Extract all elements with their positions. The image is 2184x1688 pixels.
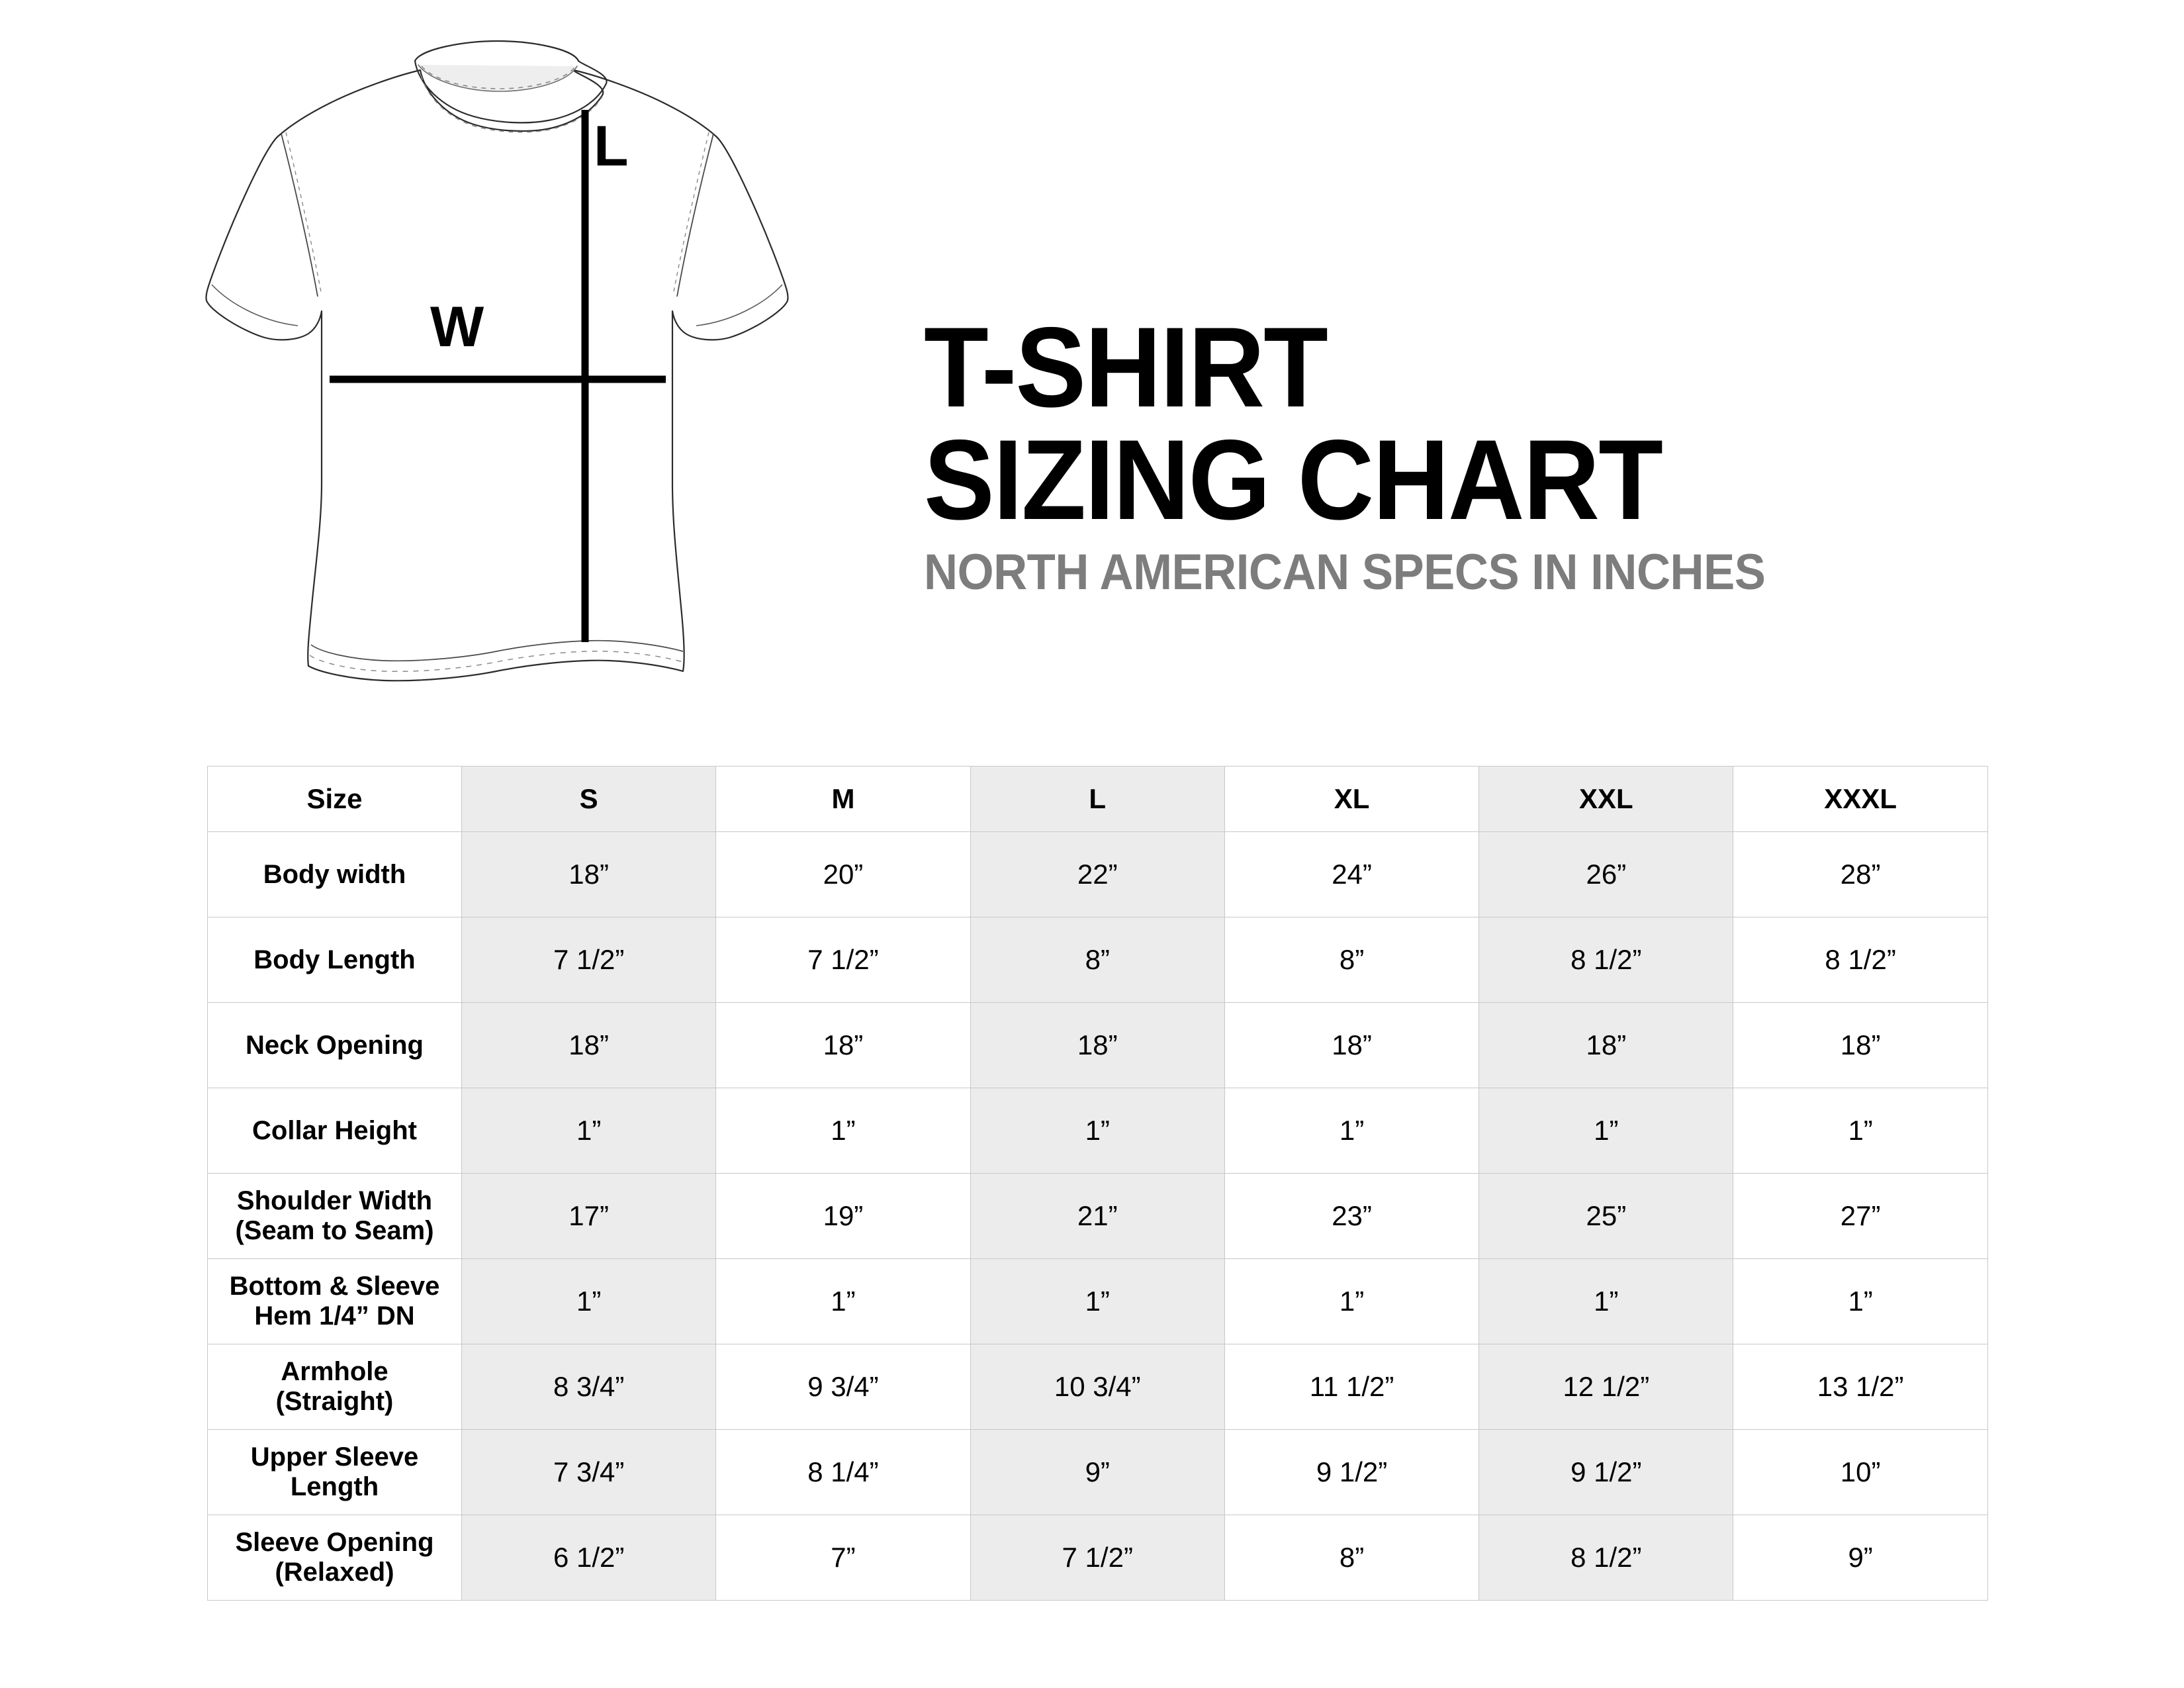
cell-m-r5: 1”: [715, 1258, 971, 1344]
length-label: L: [594, 115, 629, 178]
row-label: Body width: [207, 831, 462, 917]
cell-s-r7: 7 3/4”: [461, 1429, 717, 1515]
sizing-table: Size S M L XL XXL XXXL Body width 18” 20” 22” 24” 26…: [207, 766, 1988, 1601]
table-header-row: Size S M L XL XXL XXXL: [207, 766, 1988, 832]
cell-xl-r5: 1”: [1224, 1258, 1480, 1344]
column-header-xl: XL: [1224, 766, 1480, 832]
row-label: Armhole (Straight): [207, 1344, 462, 1430]
cell-xl-r0: 24”: [1224, 831, 1480, 917]
row-label: Collar Height: [207, 1088, 462, 1174]
title-block: T-SHIRT SIZING CHART NORTH AMERICAN SPEC…: [924, 304, 2049, 600]
cell-l-r4: 21”: [970, 1173, 1225, 1259]
cell-xl-r7: 9 1/2”: [1224, 1429, 1480, 1515]
cell-l-r6: 10 3/4”: [970, 1344, 1225, 1430]
cell-s-r6: 8 3/4”: [461, 1344, 717, 1430]
cell-xl-r3: 1”: [1224, 1088, 1480, 1174]
cell-l-r0: 22”: [970, 831, 1225, 917]
cell-xxxl-r5: 1”: [1733, 1258, 1988, 1344]
cell-xxl-r0: 26”: [1479, 831, 1734, 917]
cell-xl-r2: 18”: [1224, 1002, 1480, 1088]
table-row: Shoulder Width (Seam to Seam) 17” 19” 21” 23”…: [207, 1173, 1988, 1259]
cell-m-r8: 7”: [715, 1515, 971, 1601]
column-header-m: M: [715, 766, 971, 832]
table-row: Body width 18” 20” 22” 24” 26” 28”: [207, 831, 1988, 917]
cell-xl-r1: 8”: [1224, 917, 1480, 1003]
column-header-l: L: [970, 766, 1225, 832]
cell-m-r2: 18”: [715, 1002, 971, 1088]
cell-xxl-r5: 1”: [1479, 1258, 1734, 1344]
cell-l-r8: 7 1/2”: [970, 1515, 1225, 1601]
cell-xxxl-r8: 9”: [1733, 1515, 1988, 1601]
cell-xxxl-r0: 28”: [1733, 831, 1988, 917]
cell-l-r5: 1”: [970, 1258, 1225, 1344]
row-label: Sleeve Opening (Relaxed): [207, 1515, 462, 1601]
cell-m-r6: 9 3/4”: [715, 1344, 971, 1430]
width-label: W: [430, 295, 484, 359]
cell-l-r7: 9”: [970, 1429, 1225, 1515]
page-title-line-2: SIZING CHART: [924, 416, 1663, 544]
cell-s-r3: 1”: [461, 1088, 717, 1174]
cell-m-r4: 19”: [715, 1173, 971, 1259]
cell-m-r1: 7 1/2”: [715, 917, 971, 1003]
row-label: Body Length: [207, 917, 462, 1003]
cell-l-r3: 1”: [970, 1088, 1225, 1174]
cell-xl-r8: 8”: [1224, 1515, 1480, 1601]
cell-m-r7: 8 1/4”: [715, 1429, 971, 1515]
cell-xl-r4: 23”: [1224, 1173, 1480, 1259]
table-row: Armhole (Straight) 8 3/4” 9 3/4” 10 3/4” 11 1…: [207, 1344, 1988, 1430]
table-row: Upper Sleeve Length 7 3/4” 8 1/4” 9” 9 1/2” 9 …: [207, 1429, 1988, 1515]
cell-s-r0: 18”: [461, 831, 717, 917]
cell-l-r2: 18”: [970, 1002, 1225, 1088]
table-row: Sleeve Opening (Relaxed) 6 1/2” 7” 7 1/2” 8” 8…: [207, 1515, 1988, 1601]
cell-xxxl-r3: 1”: [1733, 1088, 1988, 1174]
row-label: Upper Sleeve Length: [207, 1429, 462, 1515]
page-subtitle: NORTH AMERICAN SPECS IN INCHES: [924, 543, 1766, 600]
cell-xxxl-r4: 27”: [1733, 1173, 1988, 1259]
tshirt-illustration: L W: [185, 20, 854, 735]
column-header-size: Size: [207, 766, 462, 832]
cell-xxl-r8: 8 1/2”: [1479, 1515, 1734, 1601]
cell-xxxl-r6: 13 1/2”: [1733, 1344, 1988, 1430]
cell-s-r2: 18”: [461, 1002, 717, 1088]
page-title-line-1: T-SHIRT: [924, 304, 1328, 431]
cell-xl-r6: 11 1/2”: [1224, 1344, 1480, 1430]
cell-xxxl-r2: 18”: [1733, 1002, 1988, 1088]
cell-m-r3: 1”: [715, 1088, 971, 1174]
row-label: Bottom & Sleeve Hem 1/4” DN: [207, 1258, 462, 1344]
cell-xxl-r3: 1”: [1479, 1088, 1734, 1174]
cell-xxl-r1: 8 1/2”: [1479, 917, 1734, 1003]
row-label: Shoulder Width (Seam to Seam): [207, 1173, 462, 1259]
cell-xxl-r6: 12 1/2”: [1479, 1344, 1734, 1430]
cell-xxxl-r7: 10”: [1733, 1429, 1988, 1515]
table-row: Body Length 7 1/2” 7 1/2” 8” 8” 8 1/2” 8 1/2”: [207, 917, 1988, 1003]
cell-xxxl-r1: 8 1/2”: [1733, 917, 1988, 1003]
cell-s-r4: 17”: [461, 1173, 717, 1259]
cell-s-r8: 6 1/2”: [461, 1515, 717, 1601]
column-header-s: S: [461, 766, 717, 832]
cell-s-r1: 7 1/2”: [461, 917, 717, 1003]
table-row: Neck Opening 18” 18” 18” 18” 18” 18”: [207, 1002, 1988, 1088]
table-row: Collar Height 1” 1” 1” 1” 1” 1”: [207, 1088, 1988, 1174]
cell-l-r1: 8”: [970, 917, 1225, 1003]
table-row: Bottom & Sleeve Hem 1/4” DN 1” 1” 1” 1” 1” 1”: [207, 1258, 1988, 1344]
column-header-xxxl: XXXL: [1733, 766, 1988, 832]
cell-xxl-r2: 18”: [1479, 1002, 1734, 1088]
sizing-table-container: Size S M L XL XXL XXXL Body width 18” 20” 22” 24” 26…: [207, 766, 1988, 1601]
column-header-xxl: XXL: [1479, 766, 1734, 832]
cell-xxl-r7: 9 1/2”: [1479, 1429, 1734, 1515]
cell-xxl-r4: 25”: [1479, 1173, 1734, 1259]
cell-m-r0: 20”: [715, 831, 971, 917]
row-label: Neck Opening: [207, 1002, 462, 1088]
cell-s-r5: 1”: [461, 1258, 717, 1344]
